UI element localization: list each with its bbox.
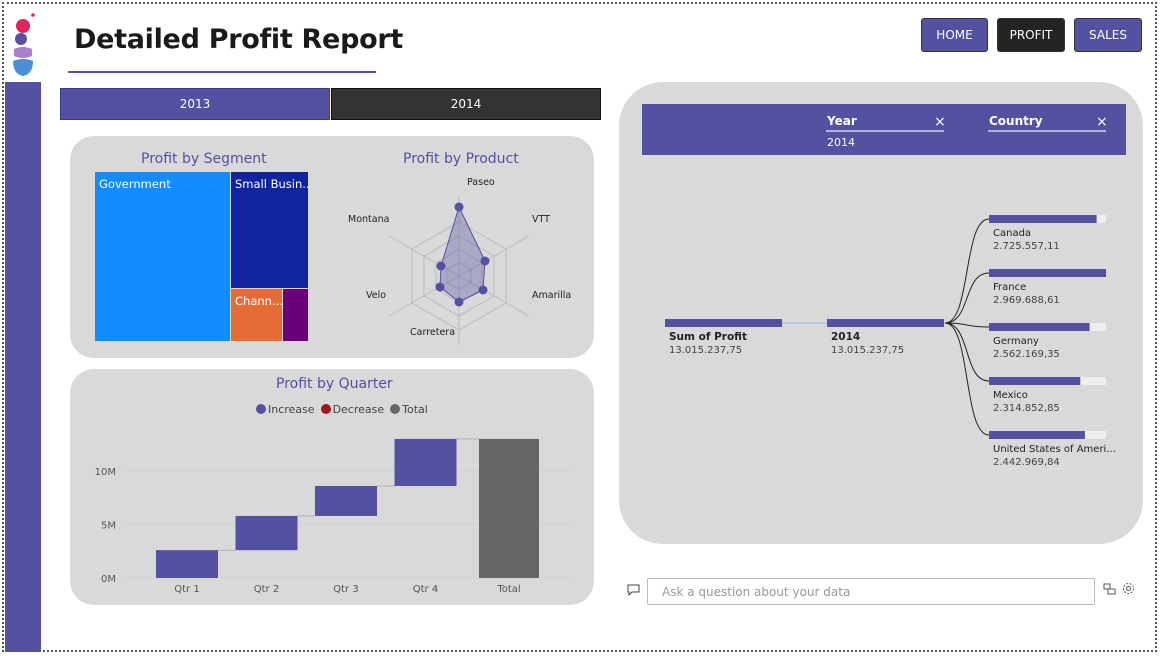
radar-axis-montana: Montana [348,214,389,225]
y-tick-label: 10M [95,467,116,478]
radar-axis-paseo: Paseo [467,177,495,188]
x-tick-label: Qtr 4 [413,584,438,595]
x-tick-label: Qtr 2 [254,584,279,595]
home-button[interactable]: HOME [921,18,988,52]
filter-country-underline [988,130,1106,132]
radar-axis-amarilla: Amarilla [532,290,571,301]
root-label: Sum of Profit [669,331,747,343]
radar-axis-carretera: Carretera [410,327,455,338]
product-chart-title: Profit by Product [403,151,519,167]
country-label: United States of Ameri... [993,444,1116,455]
country-label: France [993,282,1026,293]
y-tick-label: 0M [101,574,116,585]
legend-increase[interactable]: Increase [256,403,315,416]
waterfall-bar [235,515,298,551]
country-label: Germany [993,336,1039,347]
x-tick-label: Total [496,584,520,595]
country-bar [989,215,1097,223]
country-label: Canada [993,228,1031,239]
treemap-cell-government[interactable]: Government [95,172,230,341]
filter-country-label: Country [989,114,1043,128]
filter-country-close-icon[interactable]: × [1096,114,1108,130]
country-label: Mexico [993,390,1028,401]
filter-year-value: 2014 [827,136,855,149]
brand-logo [13,13,35,76]
country-value: 2.969.688,61 [993,295,1060,306]
treemap-cell-other[interactable] [283,289,308,341]
x-tick-label: Qtr 1 [174,584,199,595]
root-bar [665,319,782,327]
country-bar [989,269,1106,277]
segment-chart-title: Profit by Segment [141,151,267,167]
country-bar [989,431,1085,439]
legend-total[interactable]: Total [390,403,428,416]
root-value: 13.015.237,75 [669,345,742,356]
treemap-cell-small-business[interactable]: Small Busin... [231,172,308,288]
year-value: 13.015.237,75 [831,345,904,356]
filter-year-label: Year [827,114,857,128]
decomposition-panel [619,82,1143,544]
year-bar [827,319,944,327]
quarter-chart-title: Profit by Quarter [276,376,393,392]
year-tab-2014[interactable]: 2014 [331,88,601,120]
waterfall-bar [315,485,377,516]
treemap-cell-channel[interactable]: Chann... [231,289,282,341]
tree-connector [944,322,990,436]
legend-decrease[interactable]: Decrease [320,403,384,416]
country-value: 2.314.852,85 [993,403,1060,414]
chat-icon[interactable] [627,584,640,599]
tree-connector [944,322,990,328]
filter-year-underline [826,130,944,132]
left-sidebar-bar [5,82,41,652]
radar-axis-velo: Velo [366,290,386,301]
quarter-legend: Increase Decrease Total [256,403,428,416]
country-value: 2.725.557,11 [993,241,1060,252]
country-value: 2.562.169,35 [993,349,1060,360]
decomp-filter-bar [642,104,1126,155]
convert-visual-icon[interactable] [1103,583,1116,598]
x-tick-label: Qtr 3 [333,584,358,595]
qa-input[interactable]: Ask a question about your data [647,578,1095,605]
waterfall-bar [394,438,457,486]
country-bar [989,323,1090,331]
filter-year-close-icon[interactable]: × [934,114,946,130]
country-bar [989,377,1081,385]
decomposition-tree: Sum of Profit 13.015.237,75 2014 13.015.237… [665,215,1116,468]
year-label: 2014 [831,331,860,343]
qa-placeholder: Ask a question about your data [662,584,851,599]
settings-gear-icon[interactable] [1122,582,1135,598]
waterfall-bar [479,438,539,578]
title-underline [68,71,376,73]
quarter-waterfall-chart: 0M 5M 10M Qtr 1 Qtr 2 Qtr 3 Qtr 4 Total [95,438,570,595]
country-value: 2.442.969,84 [993,457,1060,468]
year-tab-2013[interactable]: 2013 [60,88,330,120]
radar-axis-vtt: VTT [532,214,550,225]
profit-button[interactable]: PROFIT [997,18,1065,52]
tree-connector [944,272,990,324]
tree-connector [944,218,990,324]
product-radar-chart: Paseo VTT Amarilla Carretera Velo Montan… [348,177,571,345]
tree-connector [944,322,990,382]
waterfall-bar [156,550,218,578]
page-title: Detailed Profit Report [74,24,403,55]
y-tick-label: 5M [101,521,116,532]
sales-button[interactable]: SALES [1074,18,1142,52]
